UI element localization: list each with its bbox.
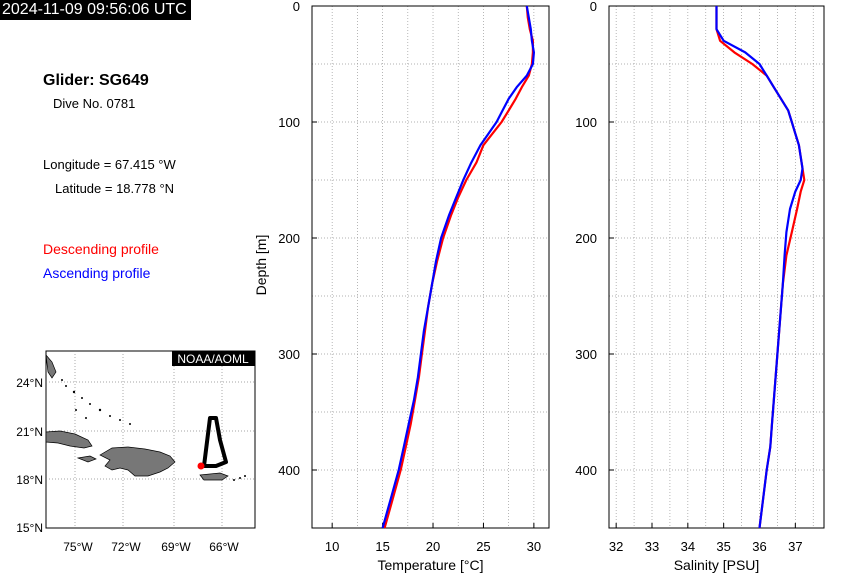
latitude-readout: Latitude = 18.778 °N [55,181,175,196]
puerto-rico-land [199,472,229,481]
y-tick-label: 400 [575,463,597,478]
y-tick-label: 400 [278,463,300,478]
descending-profile-line-temperature [383,5,535,529]
legend-ascending: Ascending profile [43,265,151,281]
map-badge-bg [172,351,255,366]
map-lat-label: 18°N [16,473,43,487]
x-tick-label: 37 [788,539,802,554]
y-tick-label: 0 [293,0,300,14]
map-lon-label: 66°W [209,540,239,554]
map-lon-label: 75°W [63,540,93,554]
legend-descending: Descending profile [43,241,159,257]
ascending-profile-line-salinity [715,6,804,529]
y-tick-label: 100 [575,115,597,130]
y-tick-label: 200 [278,231,300,246]
x-axis-label: Salinity [PSU] [674,557,760,573]
ascending-profile-line-temperature [381,5,536,529]
hispaniola-land [99,446,176,477]
y-tick-label: 200 [575,231,597,246]
map-lat-label: 21°N [16,425,43,439]
x-tick-label: 20 [426,539,440,554]
glider-title: Glider: SG649 [43,72,149,89]
dive-number: Dive No. 0781 [53,96,136,111]
x-tick-label: 25 [476,539,490,554]
x-tick-label: 36 [752,539,766,554]
x-axis-label: Temperature [°C] [378,557,484,573]
x-tick-label: 33 [645,539,659,554]
glider-track [202,416,228,468]
y-tick-label: 300 [278,347,300,362]
temperature-chart: 0 100 200 300 400 10 15 20 25 30 Temperature [°C] D… [253,0,550,573]
x-tick-label: 34 [681,539,695,554]
map-lon-label: 69°W [161,540,191,554]
map-land [45,353,229,481]
descending-profile-line-salinity [715,6,806,529]
x-tick-label: 10 [325,539,339,554]
map-badge: NOAA/AOML [177,352,249,366]
salinity-chart: 0 100 200 300 400 32 33 34 35 36 37 Salinity [PSU] [575,0,825,573]
location-map: NOAA/AOML 24°N 21°N 18°N 15°N 75°W 72°W … [16,350,256,554]
glider-position-marker [197,462,205,470]
plot-frame [608,5,825,529]
x-tick-label: 15 [375,539,389,554]
y-tick-label: 100 [278,115,300,130]
cuba-land [45,430,93,449]
x-tick-label: 35 [716,539,730,554]
map-lat-label: 24°N [16,376,43,390]
longitude-readout: Longitude = 67.415 °W [43,157,176,172]
map-islands [61,379,246,481]
plot-frame [311,5,550,529]
map-lat-label: 15°N [16,521,43,535]
florida-land [45,353,57,379]
jamaica-land [76,455,97,463]
timestamp: 2024-11-09 09:56:06 UTC [0,0,191,20]
y-tick-label: 0 [590,0,597,14]
x-tick-label: 30 [527,539,541,554]
y-tick-label: 300 [575,347,597,362]
x-tick-label: 32 [609,539,623,554]
y-axis-label: Depth [m] [253,235,269,296]
map-lon-label: 72°W [111,540,141,554]
